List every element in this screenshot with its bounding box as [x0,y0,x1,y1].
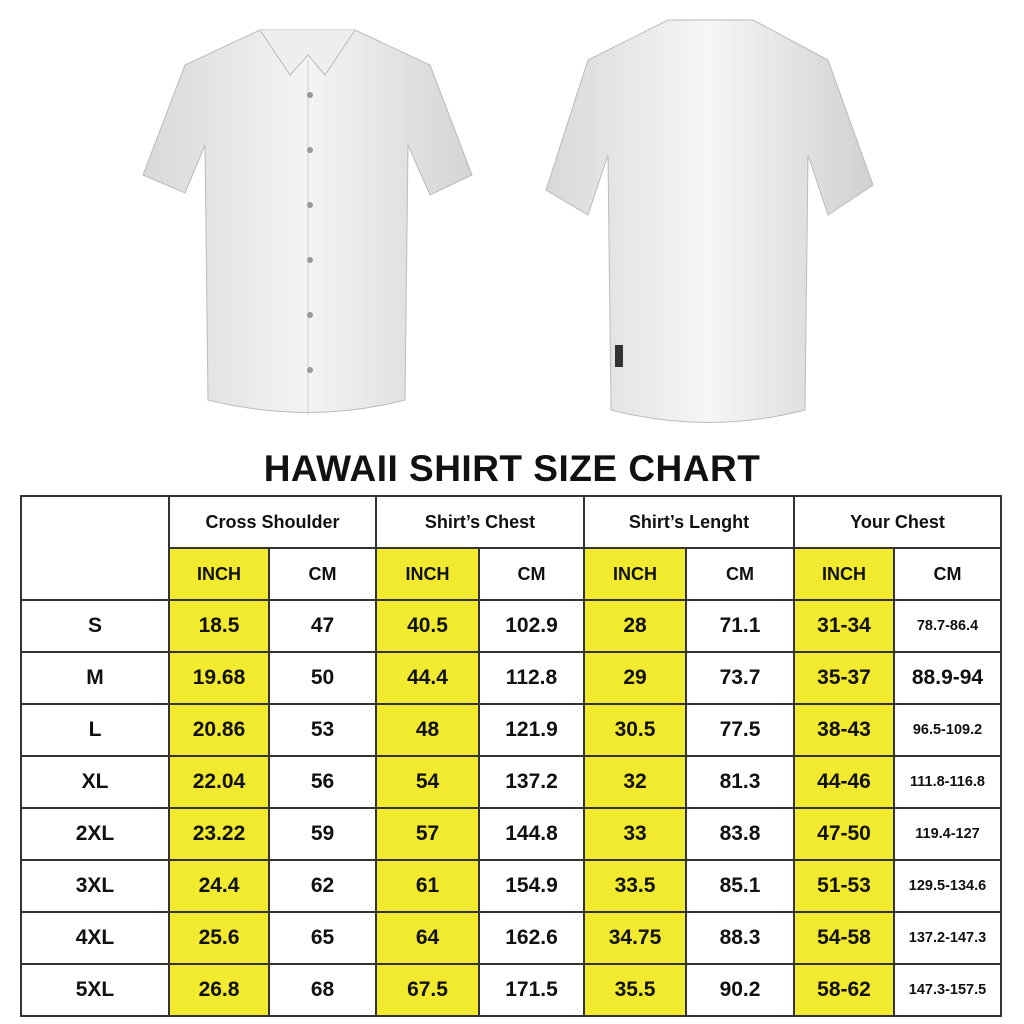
unit-header: CM [478,547,585,601]
unit-header: CM [685,547,795,601]
shirt-back-image [545,19,874,423]
table-row: 4XL 25.6 65 64 162.6 34.75 88.3 54-58 137.2-147.… [20,911,1002,965]
size-label: S [20,599,170,653]
chart-title: HAWAII SHIRT SIZE CHART [263,448,761,489]
table-cell: 56 [268,755,377,809]
table-cell: 31-34 [793,599,895,653]
table-cell: 40.5 [375,599,480,653]
table-cell: 65 [268,911,377,965]
table-cell: 51-53 [793,859,895,913]
table-cell: 18.5 [168,599,270,653]
table-cell: 73.7 [685,651,795,705]
table-cell: 53 [268,703,377,757]
group-header-shirt-chest: Shirt’s Chest [375,495,585,549]
table-cell: 64 [375,911,480,965]
unit-header: INCH [793,547,895,601]
group-header-cross-shoulder: Cross Shoulder [168,495,377,549]
unit-header-row: INCH CM INCH CM INCH CM INCH CM [21,547,1002,601]
table-cell: 83.8 [685,807,795,861]
table-cell: 162.6 [478,911,585,965]
size-label: 3XL [20,859,170,913]
table-cell: 50 [268,651,377,705]
table-row: 5XL 26.8 68 67.5 171.5 35.5 90.2 58-62 147.3-157… [20,963,1002,1017]
table-cell: 35-37 [793,651,895,705]
size-chart-table: Cross Shoulder Shirt’s Chest Shirt’s Len… [20,495,1002,1017]
table-cell: 20.86 [168,703,270,757]
group-header-your-chest: Your Chest [793,495,1002,549]
table-cell: 44.4 [375,651,480,705]
table-cell: 147.3-157.5 [893,963,1002,1017]
table-cell: 68 [268,963,377,1017]
table-cell: 67.5 [375,963,480,1017]
table-cell: 88.3 [685,911,795,965]
table-cell: 26.8 [168,963,270,1017]
group-header-row: Cross Shoulder Shirt’s Chest Shirt’s Len… [20,495,1002,601]
table-cell: 47 [268,599,377,653]
size-label: L [20,703,170,757]
table-cell: 54-58 [793,911,895,965]
table-row: L 20.86 53 48 121.9 30.5 77.5 38-43 96.5-109.2 [20,703,1002,757]
shirt-front-image [142,29,473,415]
size-label: M [20,651,170,705]
table-row: XL 22.04 56 54 137.2 32 81.3 44-46 111.8-116.8 [20,755,1002,809]
table-cell: 90.2 [685,963,795,1017]
table-cell: 19.68 [168,651,270,705]
table-cell: 61 [375,859,480,913]
unit-header: INCH [583,547,687,601]
table-cell: 44-46 [793,755,895,809]
table-cell: 137.2-147.3 [893,911,1002,965]
table-cell: 129.5-134.6 [893,859,1002,913]
table-cell: 33.5 [583,859,687,913]
size-label: XL [20,755,170,809]
table-cell: 81.3 [685,755,795,809]
table-cell: 71.1 [685,599,795,653]
table-cell: 78.7-86.4 [893,599,1002,653]
unit-header: CM [268,547,377,601]
group-header-shirt-length: Shirt’s Lenght [583,495,795,549]
table-cell: 58-62 [793,963,895,1017]
table-cell: 57 [375,807,480,861]
table-cell: 30.5 [583,703,687,757]
table-cell: 171.5 [478,963,585,1017]
table-cell: 48 [375,703,480,757]
table-cell: 62 [268,859,377,913]
table-cell: 96.5-109.2 [893,703,1002,757]
table-cell: 33 [583,807,687,861]
table-row: 3XL 24.4 62 61 154.9 33.5 85.1 51-53 129.5-134.6 [20,859,1002,913]
table-cell: 77.5 [685,703,795,757]
unit-header: INCH [375,547,480,601]
table-cell: 154.9 [478,859,585,913]
table-cell: 47-50 [793,807,895,861]
table-cell: 35.5 [583,963,687,1017]
table-cell: 54 [375,755,480,809]
table-cell: 25.6 [168,911,270,965]
table-cell: 32 [583,755,687,809]
table-row: 2XL 23.22 59 57 144.8 33 83.8 47-50 119.4-127 [20,807,1002,861]
unit-header: CM [893,547,1002,601]
table-row: M 19.68 50 44.4 112.8 29 73.7 35-37 88.9-94 [20,651,1002,705]
table-row: S 18.5 47 40.5 102.9 28 71.1 31-34 78.7-86.4 [20,599,1002,653]
table-cell: 28 [583,599,687,653]
table-cell: 111.8-116.8 [893,755,1002,809]
table-cell: 22.04 [168,755,270,809]
table-cell: 137.2 [478,755,585,809]
table-cell: 85.1 [685,859,795,913]
unit-header: INCH [168,547,270,601]
table-cell: 102.9 [478,599,585,653]
size-label: 2XL [20,807,170,861]
table-cell: 29 [583,651,687,705]
table-cell: 112.8 [478,651,585,705]
size-label: 4XL [20,911,170,965]
size-label: 5XL [20,963,170,1017]
table-cell: 23.22 [168,807,270,861]
table-cell: 34.75 [583,911,687,965]
table-cell: 144.8 [478,807,585,861]
table-cell: 88.9-94 [893,651,1002,705]
table-cell: 59 [268,807,377,861]
table-cell: 24.4 [168,859,270,913]
table-cell: 121.9 [478,703,585,757]
corner-cell [20,495,170,601]
table-cell: 119.4-127 [893,807,1002,861]
table-cell: 38-43 [793,703,895,757]
